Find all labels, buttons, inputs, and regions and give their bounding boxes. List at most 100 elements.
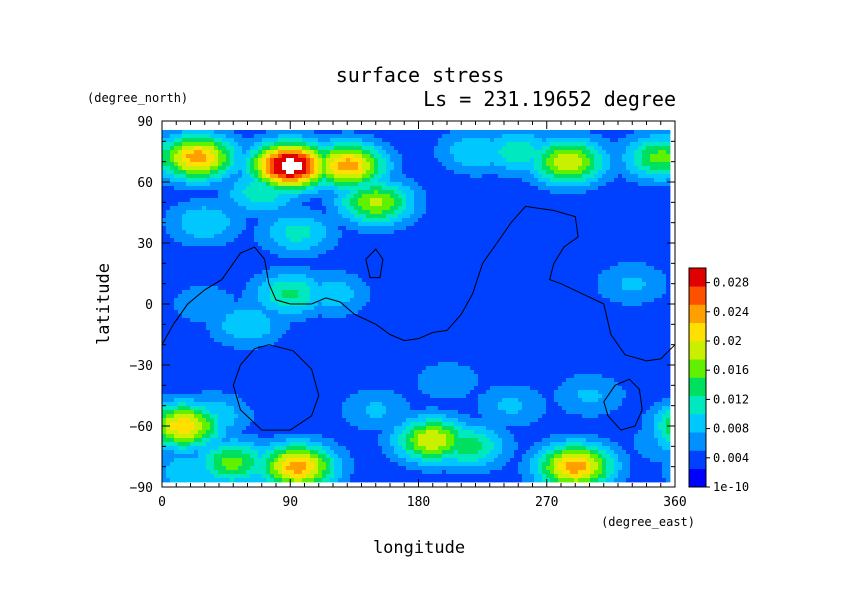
heatmap-cell xyxy=(278,258,283,263)
heatmap-cell xyxy=(554,254,559,259)
heatmap-cell xyxy=(562,246,567,251)
heatmap-cell xyxy=(650,138,655,143)
heatmap-cell xyxy=(282,214,287,219)
heatmap-cell xyxy=(218,138,223,143)
heatmap-cell xyxy=(334,246,339,251)
heatmap-cell xyxy=(502,262,507,267)
heatmap-cell xyxy=(578,242,583,247)
heatmap-cell xyxy=(210,218,215,223)
heatmap-cell xyxy=(314,206,319,211)
heatmap-cell xyxy=(626,278,631,283)
heatmap-cell xyxy=(318,270,323,275)
heatmap-cell xyxy=(406,234,411,239)
heatmap-cell xyxy=(654,206,659,211)
heatmap-cell xyxy=(386,198,391,203)
heatmap-cell xyxy=(262,258,267,263)
heatmap-cell xyxy=(210,250,215,255)
heatmap-cell xyxy=(490,250,495,255)
heatmap-cell xyxy=(658,254,663,259)
heatmap-cell xyxy=(186,162,191,167)
heatmap-cell xyxy=(466,142,471,147)
heatmap-cell xyxy=(498,146,503,151)
heatmap-cell xyxy=(186,258,191,263)
x-unit-label: (degree_east) xyxy=(601,515,695,529)
heatmap-cell xyxy=(218,162,223,167)
heatmap-cell xyxy=(566,266,571,271)
heatmap-cell xyxy=(202,154,207,159)
heatmap-cell xyxy=(606,186,611,191)
heatmap-cell xyxy=(214,214,219,219)
heatmap-cell xyxy=(582,238,587,243)
heatmap-cell xyxy=(482,166,487,171)
heatmap-cell xyxy=(430,278,435,283)
heatmap-cell xyxy=(166,138,171,143)
heatmap-cell xyxy=(666,274,671,279)
heatmap-cell xyxy=(246,218,251,223)
heatmap-cell xyxy=(426,282,431,287)
heatmap-cell xyxy=(250,286,255,291)
heatmap-cell xyxy=(542,230,547,235)
heatmap-cell xyxy=(278,166,283,171)
heatmap-cell xyxy=(306,154,311,159)
heatmap-cell xyxy=(286,210,291,215)
heatmap-cell xyxy=(530,162,535,167)
heatmap-cell xyxy=(418,270,423,275)
heatmap-cell xyxy=(470,198,475,203)
heatmap-cell xyxy=(638,170,643,175)
heatmap-cell xyxy=(178,206,183,211)
heatmap-cell xyxy=(174,246,179,251)
heatmap-cell xyxy=(422,214,427,219)
heatmap-cell xyxy=(266,258,271,263)
heatmap-cell xyxy=(354,254,359,259)
heatmap-cell xyxy=(410,230,415,235)
heatmap-cell xyxy=(218,238,223,243)
heatmap-cell xyxy=(298,130,303,135)
heatmap-cell xyxy=(358,134,363,139)
heatmap-cell xyxy=(646,134,651,139)
heatmap-cell xyxy=(350,158,355,163)
heatmap-cell xyxy=(226,134,231,139)
heatmap-cell xyxy=(294,234,299,239)
heatmap-cell xyxy=(298,250,303,255)
heatmap-cell xyxy=(642,234,647,239)
heatmap-cell xyxy=(450,138,455,143)
heatmap-cell xyxy=(590,154,595,159)
heatmap-cell xyxy=(314,154,319,159)
heatmap-cell xyxy=(190,186,195,191)
heatmap-cell xyxy=(286,254,291,259)
heatmap-cell xyxy=(494,186,499,191)
heatmap-cell xyxy=(278,134,283,139)
heatmap-cell xyxy=(462,178,467,183)
heatmap-cell xyxy=(466,274,471,279)
heatmap-cell xyxy=(262,218,267,223)
heatmap-cell xyxy=(506,242,511,247)
heatmap-cell xyxy=(582,274,587,279)
heatmap-cell xyxy=(186,262,191,267)
heatmap-cell xyxy=(514,230,519,235)
heatmap-cell xyxy=(338,274,343,279)
heatmap-cell xyxy=(646,174,651,179)
heatmap-cell xyxy=(534,258,539,263)
heatmap-cell xyxy=(458,250,463,255)
heatmap-cell xyxy=(266,194,271,199)
heatmap-cell xyxy=(162,210,167,215)
heatmap-cell xyxy=(266,238,271,243)
heatmap-cell xyxy=(470,234,475,239)
heatmap-cell xyxy=(230,286,235,291)
heatmap-cell xyxy=(342,242,347,247)
heatmap-cell xyxy=(482,182,487,187)
heatmap-cell xyxy=(482,246,487,251)
heatmap-cell xyxy=(262,146,267,151)
heatmap-cell xyxy=(326,142,331,147)
heatmap-cell xyxy=(498,246,503,251)
heatmap-cell xyxy=(630,226,635,231)
heatmap-cell xyxy=(610,158,615,163)
heatmap-cell xyxy=(622,282,627,287)
heatmap-cell xyxy=(194,234,199,239)
heatmap-cell xyxy=(294,138,299,143)
heatmap-cell xyxy=(230,242,235,247)
heatmap-cell xyxy=(546,186,551,191)
heatmap-cell xyxy=(602,278,607,283)
heatmap-cell xyxy=(278,230,283,235)
heatmap-cell xyxy=(242,130,247,135)
